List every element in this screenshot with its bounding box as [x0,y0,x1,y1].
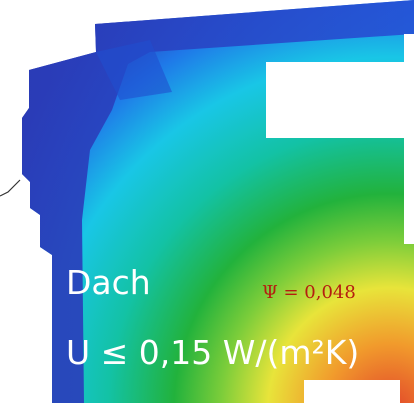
leader-line [0,179,21,197]
roof-edge-detail [96,40,172,100]
lower-opening [304,380,400,403]
psi-value: Ψ = 0,048 [262,282,356,303]
right-wall-gap [404,34,414,244]
upper-opening [266,62,404,138]
u-value-label: U ≤ 0,15 W/(m²K) [66,333,360,372]
component-label: Dach [66,263,151,302]
outer-cold-band [22,0,414,403]
